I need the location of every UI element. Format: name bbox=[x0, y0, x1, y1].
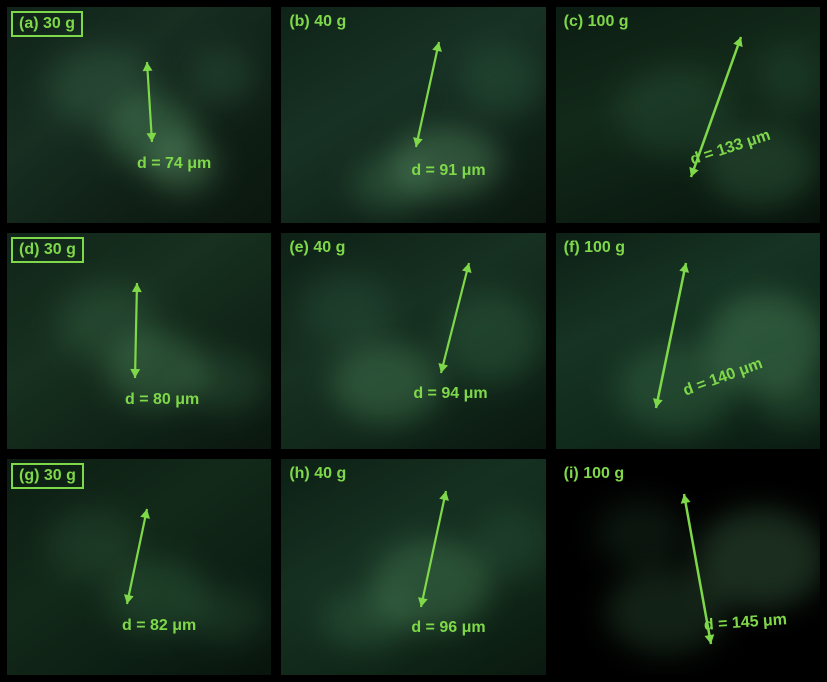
panel-c: (c) 100 gd = 133 μm bbox=[554, 5, 822, 225]
texture-blob bbox=[441, 293, 541, 383]
panel-e: (e) 40 g d = 94 μm bbox=[279, 231, 547, 451]
texture-blob bbox=[321, 589, 411, 649]
measurement-label: d = 91 μm bbox=[411, 162, 485, 180]
panel-label: (e) 40 g bbox=[289, 239, 345, 257]
measurement-label: d = 74 μm bbox=[137, 155, 211, 173]
panel-h: (h) 40 g d = 96 μm bbox=[279, 457, 547, 677]
texture-blob bbox=[596, 499, 686, 569]
panel-g: (g) 30 g d = 82 μm bbox=[5, 457, 273, 677]
texture-blob bbox=[756, 47, 822, 117]
measurement-label: d = 94 μm bbox=[413, 385, 487, 403]
panel-grid: (a) 30 g d = 74 μm (b) 40 g d = 91 μm (c) 10… bbox=[5, 5, 822, 677]
panel-label: (g) 30 g bbox=[11, 463, 84, 489]
panel-label: (h) 40 g bbox=[289, 465, 346, 483]
measurement-label: d = 96 μm bbox=[411, 619, 485, 637]
texture-blob bbox=[301, 273, 391, 343]
panel-label: (d) 30 g bbox=[11, 237, 84, 263]
texture-blob bbox=[47, 509, 137, 579]
texture-blob bbox=[471, 509, 547, 579]
panel-f: (f) 100 gd = 140 μm bbox=[554, 231, 822, 451]
texture-blob bbox=[331, 343, 441, 423]
panel-label: (i) 100 g bbox=[564, 465, 624, 483]
texture-blob bbox=[57, 283, 157, 363]
panel-label: (a) 30 g bbox=[11, 11, 83, 37]
panel-i: (i) 100 gd = 145 μm bbox=[554, 457, 822, 677]
panel-label: (f) 100 g bbox=[564, 239, 625, 257]
texture-blob bbox=[47, 47, 157, 127]
panel-label: (c) 100 g bbox=[564, 13, 629, 31]
panel-d: (d) 30 g d = 80 μm bbox=[5, 231, 273, 451]
measurement-label: d = 80 μm bbox=[125, 391, 199, 409]
texture-blob bbox=[606, 569, 726, 654]
panel-label: (b) 40 g bbox=[289, 13, 346, 31]
texture-blob bbox=[187, 589, 267, 644]
texture-blob bbox=[461, 47, 541, 117]
panel-b: (b) 40 g d = 91 μm bbox=[279, 5, 547, 225]
panel-a: (a) 30 g d = 74 μm bbox=[5, 5, 273, 225]
texture-blob bbox=[187, 47, 257, 107]
measurement-label: d = 82 μm bbox=[122, 617, 196, 635]
